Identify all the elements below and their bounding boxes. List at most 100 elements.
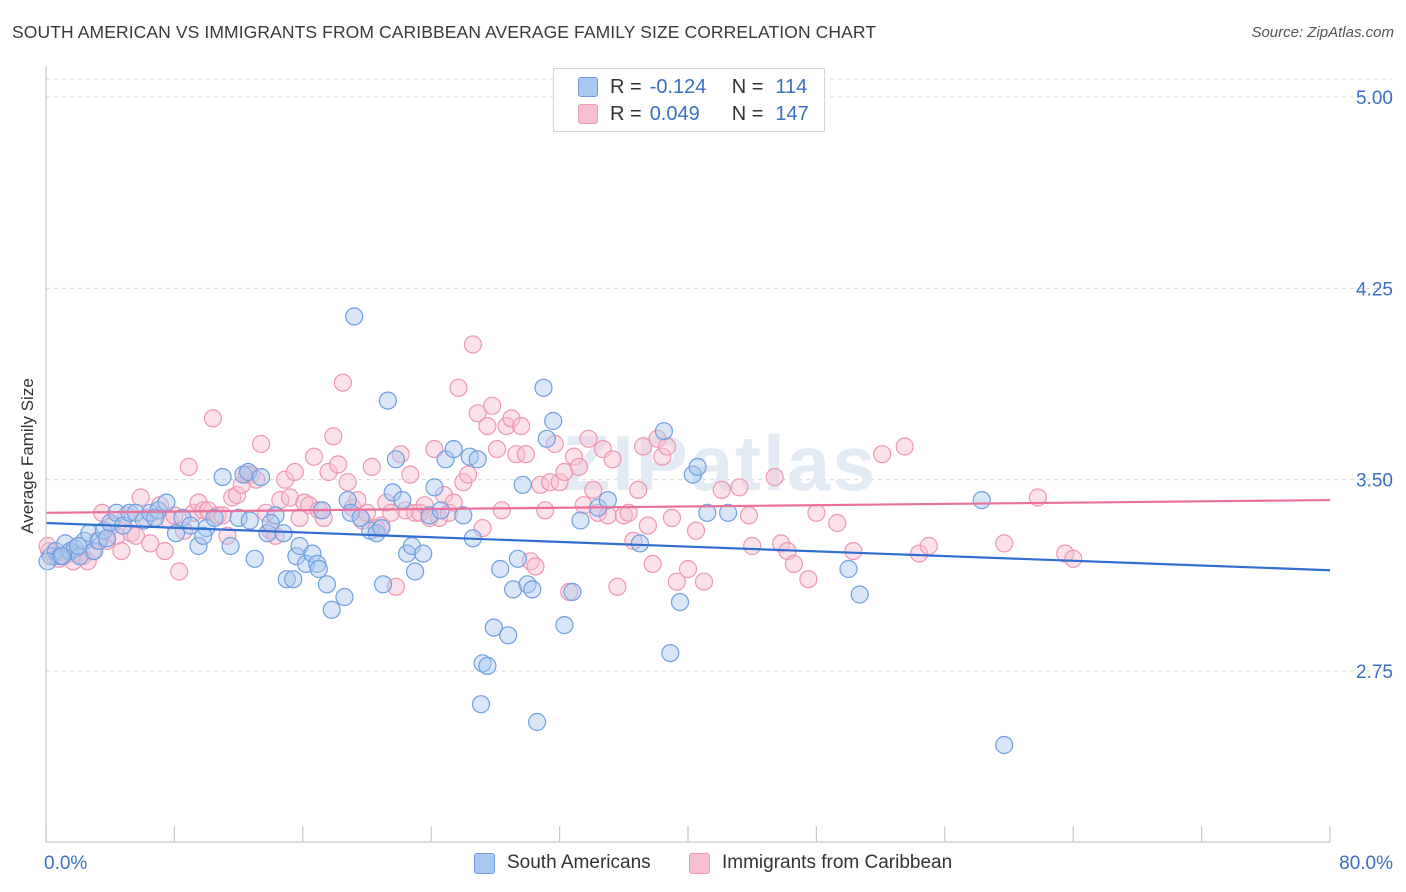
caribbean-point bbox=[909, 544, 929, 563]
caribbean-point bbox=[1028, 488, 1048, 507]
y-tick-label: 5.00 bbox=[1356, 88, 1393, 109]
south-american-point bbox=[383, 483, 402, 502]
south-american-point bbox=[544, 411, 563, 431]
caribbean-point bbox=[1064, 549, 1083, 568]
south-american-point bbox=[189, 536, 208, 556]
caribbean-point bbox=[516, 445, 536, 464]
south-american-point bbox=[205, 508, 224, 528]
south-american-point bbox=[630, 534, 650, 553]
caribbean-point bbox=[338, 473, 357, 492]
south-american-point bbox=[478, 656, 497, 676]
caribbean-point bbox=[638, 516, 658, 535]
south-american-point bbox=[245, 549, 264, 568]
caribbean-point bbox=[170, 562, 189, 581]
caribbean-point bbox=[155, 541, 174, 561]
caribbean-point bbox=[564, 447, 584, 466]
south-american-point bbox=[563, 582, 582, 602]
caribbean-point bbox=[227, 485, 247, 505]
caribbean-point bbox=[712, 480, 731, 499]
caribbean-point bbox=[329, 455, 348, 474]
caribbean-point bbox=[502, 409, 521, 428]
south-american-point bbox=[181, 516, 200, 535]
y-tick-label: 4.25 bbox=[1356, 279, 1393, 300]
legend-n-value: 147 bbox=[775, 102, 809, 125]
south-american-point bbox=[229, 508, 248, 528]
south-american-point bbox=[420, 506, 439, 525]
caribbean-point bbox=[425, 440, 444, 459]
caribbean-trend-line bbox=[45, 498, 1331, 514]
caribbean-point bbox=[765, 468, 784, 487]
south-american-point bbox=[284, 570, 303, 589]
caribbean-point bbox=[304, 447, 324, 466]
south-american-point bbox=[97, 529, 117, 548]
series-legend-label: South Americans bbox=[507, 852, 651, 873]
south-american-point bbox=[240, 511, 259, 530]
caribbean-point bbox=[112, 541, 131, 561]
series-swatch-pink bbox=[689, 852, 710, 874]
south-american-point bbox=[274, 524, 293, 543]
south-american-point bbox=[386, 450, 405, 469]
series-legend-caribbean[interactable]: Immigrants from Caribbean bbox=[689, 852, 952, 874]
south-american-point bbox=[68, 536, 88, 556]
caribbean-point bbox=[492, 501, 511, 520]
south-american-point bbox=[425, 478, 444, 497]
south-american-point bbox=[374, 575, 393, 594]
caribbean-point bbox=[540, 473, 560, 492]
south-american-point bbox=[534, 378, 553, 397]
caribbean-point bbox=[333, 373, 352, 392]
caribbean-point bbox=[584, 480, 603, 499]
caribbean-point bbox=[478, 417, 497, 436]
south-american-point bbox=[527, 712, 547, 732]
legend-r-label: R = bbox=[610, 75, 642, 98]
south-american-point bbox=[471, 695, 491, 714]
caribbean-point bbox=[550, 473, 569, 492]
south-american-point bbox=[444, 440, 463, 459]
stats-legend: R = -0.124 N = 114 R = 0.049 N = 147 bbox=[553, 68, 825, 132]
caribbean-point bbox=[643, 554, 662, 574]
legend-n-label: N = bbox=[731, 75, 764, 98]
axis-layer: 2.75 3.50 4.25 5.00 0.0% 80.0% bbox=[44, 66, 1393, 874]
south-american-point bbox=[718, 503, 738, 522]
legend-row-caribbean: R = 0.049 N = 147 bbox=[578, 101, 809, 127]
south-american-point bbox=[38, 552, 57, 571]
series-swatch-blue bbox=[474, 852, 495, 874]
south-american-point bbox=[654, 422, 674, 441]
caribbean-point bbox=[463, 335, 482, 354]
caribbean-point bbox=[507, 445, 526, 464]
south-american-point bbox=[431, 501, 450, 520]
caribbean-point bbox=[662, 508, 682, 528]
caribbean-point bbox=[218, 526, 237, 545]
south-american-trend-line bbox=[45, 521, 1331, 572]
caribbean-point bbox=[401, 465, 420, 484]
south-american-point bbox=[473, 654, 492, 673]
caribbean-point bbox=[252, 434, 271, 454]
south-american-point bbox=[378, 391, 397, 410]
caribbean-point bbox=[324, 427, 343, 446]
caribbean-point bbox=[449, 378, 468, 397]
watermark: ZIPatlas bbox=[562, 419, 877, 507]
south-american-point bbox=[341, 503, 360, 522]
grid-layer bbox=[46, 78, 1392, 672]
south-american-point bbox=[406, 562, 425, 581]
series-legend-south-americans[interactable]: South Americans bbox=[474, 852, 651, 874]
caribbean-point bbox=[694, 572, 714, 591]
caribbean-point bbox=[319, 462, 338, 482]
south-american-point bbox=[555, 615, 574, 635]
caribbean-point bbox=[784, 554, 804, 574]
caribbean-point bbox=[995, 534, 1014, 553]
trend-layer bbox=[45, 498, 1331, 572]
south-american-point bbox=[194, 526, 213, 545]
south-american-point bbox=[414, 544, 433, 563]
south-american-point bbox=[468, 450, 487, 469]
caribbean-point bbox=[608, 577, 627, 596]
south-american-point bbox=[661, 643, 680, 663]
south-american-point bbox=[234, 465, 253, 484]
caribbean-point bbox=[807, 503, 826, 522]
south-american-point bbox=[972, 491, 991, 510]
caribbean-point bbox=[555, 462, 574, 482]
caribbean-point bbox=[686, 521, 706, 540]
caribbean-point bbox=[828, 513, 847, 533]
legend-r-label: R = bbox=[610, 102, 642, 125]
south-american-point bbox=[698, 503, 717, 522]
caribbean-point bbox=[362, 457, 381, 476]
